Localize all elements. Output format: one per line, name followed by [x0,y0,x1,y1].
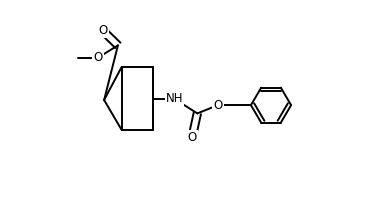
Text: NH: NH [166,92,183,105]
Text: O: O [93,51,102,64]
Text: O: O [98,24,108,37]
Text: O: O [187,131,197,144]
Text: O: O [213,99,223,112]
